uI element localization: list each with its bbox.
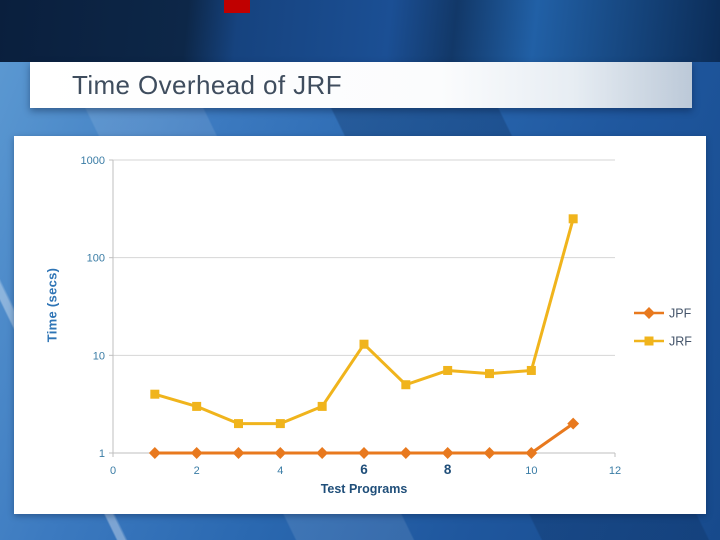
marker-diamond [441, 447, 454, 459]
top-band [0, 0, 720, 62]
x-tick-label: 2 [194, 465, 200, 477]
marker-square [150, 389, 160, 399]
title-banner: Time Overhead of JRF [30, 62, 692, 108]
marker-square [317, 401, 327, 411]
marker-square [401, 380, 411, 390]
series-line-JRF [153, 217, 575, 426]
marker-square [485, 369, 494, 379]
marker-diamond [358, 447, 370, 459]
marker-square [644, 336, 654, 346]
marker-diamond [399, 447, 412, 459]
marker-diamond [274, 447, 287, 459]
marker-square [568, 214, 578, 224]
x-axis-title: Test Programs [320, 482, 408, 496]
marker-diamond [232, 447, 245, 459]
x-tick-label: 10 [525, 465, 537, 477]
red-accent-bar [224, 0, 250, 13]
marker-diamond [190, 447, 203, 459]
chart-panel: 1 10 100 1000 0 2 4 6 8 10 12 JPF JRF Time (secs) Te… [14, 136, 706, 514]
x-tick-label: 4 [277, 465, 283, 477]
legend-label: JRF [669, 335, 692, 349]
marker-square [359, 339, 369, 349]
marker-diamond [316, 447, 329, 459]
marker-diamond [643, 307, 655, 319]
y-tick-label: 1000 [81, 155, 105, 167]
x-tick-label: 6 [360, 462, 368, 477]
x-tick-label: 12 [609, 465, 621, 477]
x-tick-label: 8 [444, 462, 452, 477]
marker-square [192, 401, 202, 411]
legend-label: JPF [669, 307, 692, 321]
marker-diamond [148, 447, 161, 459]
marker-square [526, 365, 536, 375]
y-tick-label: 1 [99, 448, 105, 460]
slide-title: Time Overhead of JRF [72, 69, 343, 100]
y-tick-label: 100 [87, 253, 105, 265]
marker-square [234, 419, 243, 429]
y-tick-label: 10 [93, 350, 105, 362]
x-tick-label: 0 [110, 465, 116, 477]
marker-diamond [483, 447, 496, 459]
marker-diamond [525, 447, 538, 459]
marker-square [275, 419, 285, 429]
chart-svg: 1 10 100 1000 0 2 4 6 8 10 12 JPF JRF [81, 155, 693, 477]
y-axis-title: Time (secs) [44, 267, 60, 343]
marker-square [443, 365, 453, 375]
